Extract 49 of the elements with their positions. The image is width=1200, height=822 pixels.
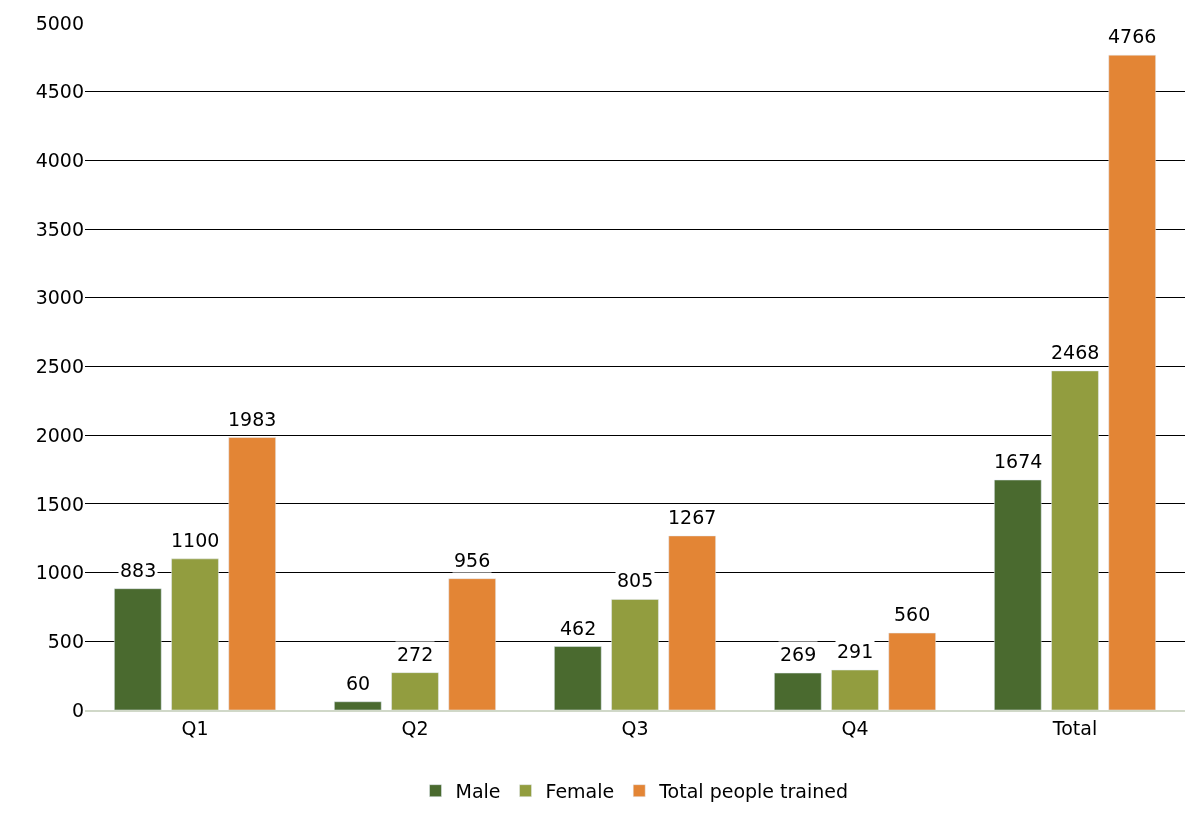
data-label: 2468 (1051, 341, 1100, 363)
y-tick-label: 2000 (35, 423, 84, 446)
data-label: 269 (780, 643, 817, 665)
bar (171, 558, 219, 710)
bar (668, 535, 716, 710)
bar (391, 672, 439, 710)
legend-label: Female (545, 780, 615, 803)
bar (831, 669, 879, 710)
bar (1051, 370, 1099, 710)
y-tick-label: 1000 (35, 561, 84, 584)
y-tick-label: 4000 (35, 149, 84, 172)
legend-label: Total people trained (658, 780, 849, 803)
data-label: 291 (837, 640, 874, 662)
bar (554, 646, 602, 710)
x-tick-label: Q4 (841, 716, 869, 739)
data-label: 4766 (1108, 25, 1157, 47)
y-tick-label: 5000 (35, 11, 84, 34)
data-label: 60 (346, 672, 371, 694)
data-label: 1674 (994, 450, 1043, 472)
bar (1108, 54, 1156, 710)
data-label: 272 (397, 643, 434, 665)
x-tick-label: Q2 (401, 716, 429, 739)
y-tick-label: 2500 (35, 355, 84, 378)
y-tick-label: 4500 (35, 80, 84, 103)
y-tick-label: 500 (47, 629, 84, 652)
data-label: 956 (454, 549, 491, 571)
bar (334, 701, 382, 710)
y-tick-label: 1500 (35, 492, 84, 515)
bar (994, 479, 1042, 710)
data-label: 1100 (171, 529, 220, 551)
y-tick-label: 3000 (35, 286, 84, 309)
data-label: 805 (617, 569, 654, 591)
bar (228, 437, 276, 710)
x-tick-label: Q3 (621, 716, 649, 739)
y-tick-label: 3500 (35, 217, 84, 240)
data-label: 1267 (668, 506, 717, 528)
bar (448, 578, 496, 710)
bar (114, 588, 162, 710)
data-label: 1983 (228, 408, 277, 430)
x-tick-label: Q1 (181, 716, 209, 739)
x-tick-label: Total (1051, 716, 1098, 739)
data-label: 560 (894, 603, 931, 625)
bar (611, 599, 659, 710)
bar (774, 672, 822, 710)
y-tick-label: 0 (71, 698, 84, 721)
legend-label: Male (455, 780, 501, 803)
data-label: 883 (120, 559, 157, 581)
bar (888, 632, 936, 710)
data-label: 462 (560, 617, 597, 639)
